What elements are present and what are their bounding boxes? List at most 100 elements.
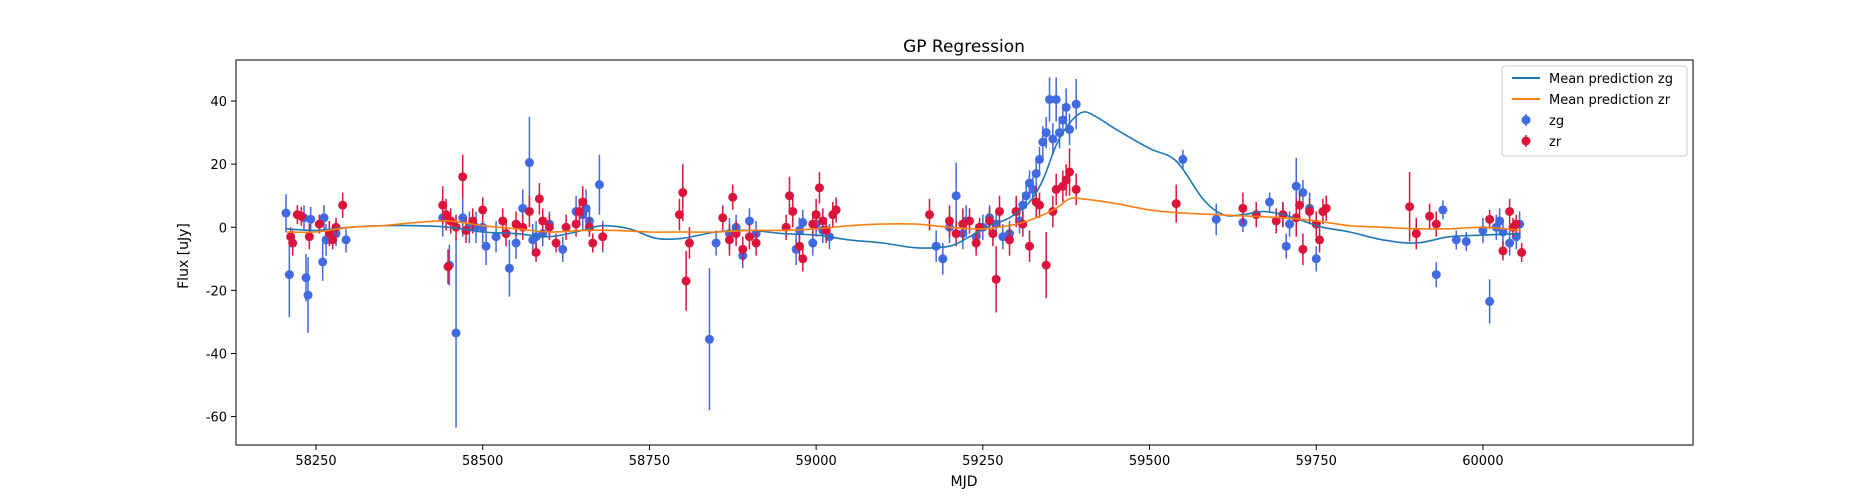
chart-title: GP Regression xyxy=(903,37,1025,57)
x-tick-label: 60000 xyxy=(1462,454,1503,469)
data-point-zg xyxy=(319,213,329,223)
data-point-zr xyxy=(798,254,808,264)
data-point-zr xyxy=(738,244,748,254)
data-point-zg xyxy=(998,232,1008,242)
data-point-zr xyxy=(544,222,554,232)
y-tick-label: -20 xyxy=(206,284,227,299)
data-point-zr xyxy=(684,238,694,248)
data-point-zr xyxy=(724,235,734,245)
data-point-zr xyxy=(1485,214,1495,224)
data-point-zr xyxy=(728,192,738,202)
y-tick-label: 0 xyxy=(219,221,227,236)
data-point-zg xyxy=(1485,296,1495,306)
data-point-zr xyxy=(531,248,541,257)
data-point-zg xyxy=(1028,184,1038,194)
data-point-zr xyxy=(788,206,798,216)
data-point-zg xyxy=(524,158,534,168)
data-point-zg xyxy=(511,238,521,248)
y-tick-label: 20 xyxy=(210,158,227,173)
series-zg-points xyxy=(281,77,1525,428)
data-point-zg xyxy=(504,263,514,273)
legend-entry: Mean prediction zg xyxy=(1512,72,1673,87)
data-point-zr xyxy=(1071,184,1081,194)
legend-label: zg xyxy=(1549,114,1564,129)
data-point-zr xyxy=(751,238,761,248)
data-point-zg xyxy=(1051,94,1061,104)
x-tick-label: 59500 xyxy=(1129,454,1170,469)
data-point-zr xyxy=(288,238,298,248)
data-point-zr xyxy=(681,276,691,286)
data-point-zr xyxy=(1171,199,1181,209)
data-point-zg xyxy=(1461,236,1471,246)
data-point-zg xyxy=(808,238,818,248)
y-tick-label: -60 xyxy=(206,411,227,426)
legend-swatch xyxy=(1521,136,1531,146)
data-point-zr xyxy=(678,188,688,198)
data-point-zr xyxy=(538,216,548,226)
data-point-zg xyxy=(1178,154,1188,164)
data-point-zr xyxy=(985,216,995,226)
data-point-zr xyxy=(441,210,451,220)
data-point-zg xyxy=(1431,270,1441,280)
data-point-zg xyxy=(798,218,808,228)
data-point-zr xyxy=(794,241,804,251)
data-point-zr xyxy=(1498,246,1508,256)
data-point-zr xyxy=(561,222,571,232)
legend-entry: Mean prediction zr xyxy=(1512,93,1671,108)
x-tick-label: 58750 xyxy=(629,454,670,469)
x-axis-title: MJD xyxy=(951,474,978,490)
data-point-zg xyxy=(1071,99,1081,109)
data-point-zg xyxy=(1281,241,1291,251)
data-point-zg xyxy=(1035,154,1045,164)
data-point-zr xyxy=(328,235,338,245)
data-point-zr xyxy=(1298,244,1308,254)
data-point-zr xyxy=(1041,260,1051,270)
data-point-zr xyxy=(924,210,934,220)
data-point-zr xyxy=(296,211,306,221)
data-point-zg xyxy=(931,241,941,251)
data-point-zr xyxy=(1061,175,1071,185)
data-point-zg xyxy=(704,334,714,344)
data-point-zr xyxy=(571,219,581,229)
series-line-mean-prediction-zr xyxy=(285,197,1522,234)
y-tick-label: -40 xyxy=(206,347,227,362)
data-point-zr xyxy=(1431,219,1441,229)
y-axis-title: Flux [uJy] xyxy=(176,223,192,289)
data-point-zr xyxy=(598,232,608,242)
data-point-zr xyxy=(744,232,754,242)
data-point-zg xyxy=(594,180,604,190)
data-point-zg xyxy=(1298,188,1308,198)
data-point-zg xyxy=(458,213,468,223)
y-tick-label: 40 xyxy=(210,95,227,110)
x-tick-label: 58500 xyxy=(462,454,503,469)
data-point-zr xyxy=(338,200,348,210)
data-point-zr xyxy=(831,205,841,215)
data-point-zg xyxy=(341,235,351,245)
data-point-zg xyxy=(938,254,948,264)
data-point-zr xyxy=(971,238,981,248)
data-point-zr xyxy=(511,219,521,229)
data-point-zr xyxy=(951,229,961,239)
data-point-zg xyxy=(481,241,491,251)
data-point-zr xyxy=(443,262,453,272)
legend-label: Mean prediction zr xyxy=(1549,93,1671,108)
data-point-zr xyxy=(524,206,534,216)
data-point-zg xyxy=(1038,137,1048,147)
data-point-zr xyxy=(814,183,824,193)
data-point-zr xyxy=(1005,235,1015,245)
x-tick-label: 59000 xyxy=(795,454,836,469)
data-point-zr xyxy=(1025,241,1035,251)
data-point-zg xyxy=(1061,102,1071,112)
legend-entry: zr xyxy=(1521,135,1562,150)
data-point-zg xyxy=(1311,254,1321,264)
data-point-zr xyxy=(1065,167,1075,177)
data-point-zr xyxy=(988,229,998,239)
data-point-zg xyxy=(303,290,313,300)
legend: Mean prediction zg Mean prediction zr zg zr xyxy=(1501,65,1688,157)
data-point-zr xyxy=(1411,229,1421,239)
data-point-zr xyxy=(958,219,968,229)
data-point-zr xyxy=(1321,203,1331,213)
data-point-zr xyxy=(1238,203,1248,213)
legend-box xyxy=(1501,65,1688,157)
